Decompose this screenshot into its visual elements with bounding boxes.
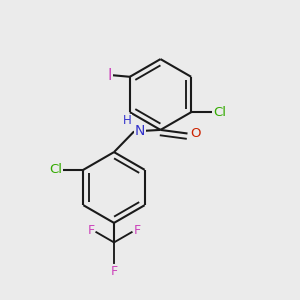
Text: Cl: Cl <box>49 163 62 176</box>
Text: F: F <box>134 224 141 238</box>
Text: F: F <box>87 224 94 238</box>
Text: I: I <box>107 68 112 83</box>
Text: F: F <box>110 265 118 278</box>
Text: Cl: Cl <box>213 106 226 119</box>
Text: N: N <box>135 124 145 138</box>
Text: H: H <box>123 115 132 128</box>
Text: O: O <box>190 127 201 140</box>
